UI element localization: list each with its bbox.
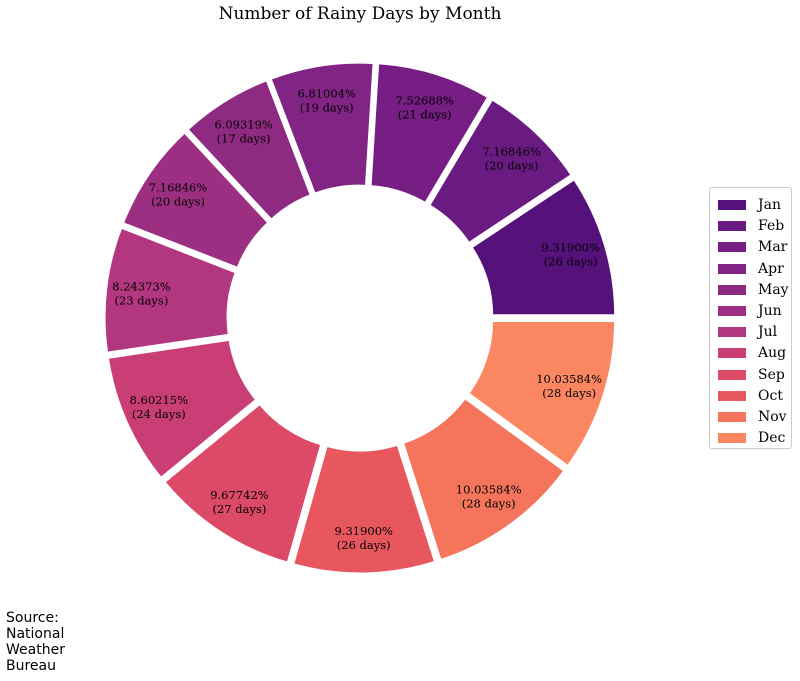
legend-swatch [718,200,746,210]
legend-item-jul: Jul [718,322,777,342]
legend-swatch [718,369,746,380]
slice-percent-label: 10.03584% [456,482,522,496]
chart-title: Number of Rainy Days by Month [218,4,502,24]
slice-value-label: (28 days) [462,496,516,510]
legend-label: Jul [758,324,778,341]
slice-jul [102,225,239,355]
legend-label: Jun [758,303,782,319]
slice-percent-label: 6.81004% [297,87,356,101]
legend-item-aug: Aug [718,343,786,363]
legend-item-apr: Apr [718,259,784,279]
slice-oct [290,442,438,576]
legend-label: Aug [758,345,787,362]
donut-chart: 9.31900%(26 days)7.16846%(20 days)7.5268… [102,60,618,576]
legend-label: Jan [758,197,781,213]
legend-swatch [718,348,746,359]
slice-percent-label: 6.09319% [214,117,273,131]
slice-value-label: (20 days) [485,159,539,173]
slice-percent-label: 10.03584% [536,372,602,386]
donut-slices [102,60,618,576]
legend-swatch [718,263,746,274]
legend-item-jun: Jun [718,301,782,321]
legend-item-sep: Sep [718,365,785,385]
slice-value-label: (19 days) [300,101,354,115]
legend-swatch [718,306,746,316]
source-line-3: Weather [6,642,65,658]
slice-percent-label: 7.16846% [149,180,208,194]
slice-percent-label: 9.31900% [541,241,600,255]
slice-value-label: (26 days) [337,538,391,552]
slice-value-label: (21 days) [398,108,452,122]
slice-sep [161,401,324,566]
slice-mar [368,61,491,206]
slice-value-label: (24 days) [132,407,186,421]
legend-item-may: May [718,280,789,300]
slice-jun [120,129,272,271]
legend-label: Dec [758,430,786,447]
slice-may [184,77,314,223]
slice-feb [426,96,575,246]
slice-value-label: (27 days) [213,502,267,516]
slice-value-label: (17 days) [217,131,271,145]
legend: Jan Feb Mar Apr May Jun Jul Aug Sep Oct Nov Dec [709,187,792,449]
legend-swatch [718,433,746,444]
source-note: Source: National Weather Bureau [6,610,76,674]
slice-value-label: (28 days) [542,386,596,400]
slice-apr [268,60,376,197]
slice-dec [465,318,618,469]
legend-item-feb: Feb [718,216,784,236]
legend-label: May [758,281,789,298]
slice-percent-label: 9.67742% [210,488,269,502]
legend-swatch [718,327,746,338]
legend-label: Feb [758,218,785,235]
legend-swatch [718,284,746,295]
slice-value-label: (20 days) [151,194,205,208]
legend-item-nov: Nov [718,407,787,427]
legend-swatch [718,390,746,401]
slice-value-label: (26 days) [544,255,598,269]
slice-percent-label: 7.16846% [482,145,541,159]
legend-item-dec: Dec [718,428,785,448]
legend-label: Mar [758,239,788,256]
slice-percent-label: 7.52688% [395,94,454,108]
slice-percent-label: 8.24373% [112,279,171,293]
slice-percent-label: 8.60215% [130,393,189,407]
legend-swatch [718,242,746,253]
legend-label: Nov [758,409,787,425]
slice-labels: 9.31900%(26 days)7.16846%(20 days)7.5268… [112,87,602,552]
slice-jan [468,176,618,318]
legend-label: Sep [758,366,785,383]
legend-item-jan: Jan [718,195,781,215]
legend-item-oct: Oct [718,386,783,406]
slice-value-label: (23 days) [114,293,168,307]
legend-item-mar: Mar [718,237,787,257]
source-line-1: Source: [6,610,59,626]
legend-swatch [718,221,746,232]
slice-percent-label: 9.31900% [334,524,393,538]
legend-swatch [718,412,746,422]
source-line-2: National [6,626,65,642]
legend-label: Apr [758,260,784,277]
slice-nov [400,395,568,563]
slice-aug [105,337,259,481]
legend-label: Oct [758,387,783,404]
source-line-4: Bureau [6,658,56,674]
